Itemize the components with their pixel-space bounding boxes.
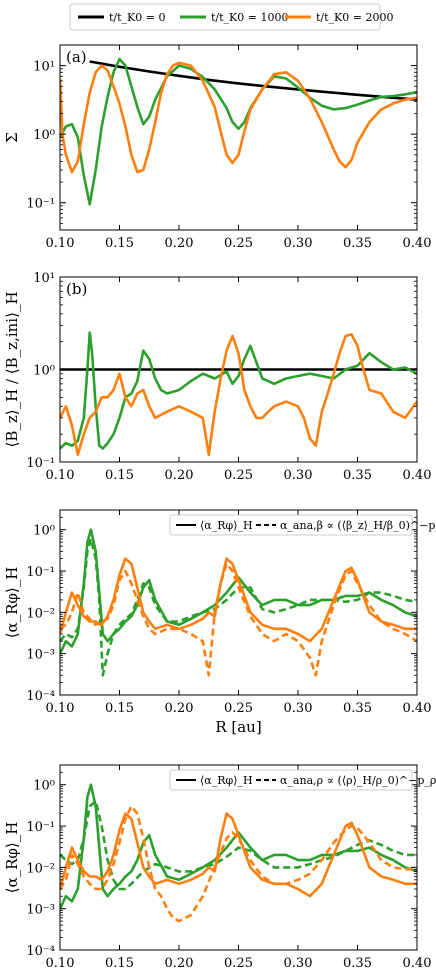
series-group <box>60 528 417 677</box>
x-tick-label: 0.30 <box>284 701 313 716</box>
x-tick-label: 0.20 <box>165 701 194 716</box>
figure-legend: t/t_K0 = 0 t/t_K0 = 1000 t/t_K0 = 2000 <box>69 3 393 31</box>
panel-2: 0.10 0.15 0.20 0.25 0.30 0.35 0.40 10⁻¹ 10⁰ 10¹ ⟨B… <box>3 271 431 483</box>
panel-label: (a) <box>66 48 87 66</box>
x-tick-label: 0.35 <box>343 956 372 971</box>
x-tick-label: 0.10 <box>46 701 75 716</box>
y-tick-label: 10⁻¹ <box>26 820 55 835</box>
x-tick-label: 0.25 <box>224 956 253 971</box>
x-tick-label: 0.30 <box>284 956 313 971</box>
panel-legend: ⟨α_Rφ⟩_H α_ana,β ∝ (⟨β_z⟩_H/β_0)^−p_β <box>169 514 436 536</box>
x-tick-label: 0.35 <box>343 236 372 251</box>
x-tick-label: 0.40 <box>403 236 432 251</box>
panel-1: 0.10 0.15 0.20 0.25 0.30 0.35 0.40 10⁻¹ 10⁰ 10¹ Σ (… <box>3 44 432 251</box>
x-tick-label: 0.15 <box>105 956 134 971</box>
y-tick-label: 10⁻³ <box>26 903 55 918</box>
x-tick-label: 0.35 <box>343 468 372 483</box>
y-tick-label: 10¹ <box>33 271 55 286</box>
y-tick-label: 10⁰ <box>33 364 55 379</box>
y-tick-label: 10¹ <box>33 60 55 75</box>
x-axis-label: R [au] <box>215 718 261 736</box>
x-tick-label: 0.20 <box>165 468 194 483</box>
legend-frame <box>69 3 381 31</box>
series-line-3 <box>60 557 417 643</box>
x-tick-label: 0.25 <box>224 468 253 483</box>
panel-legend: ⟨α_Rφ⟩_H α_ana,ρ ∝ (⟨ρ⟩_H/ρ_0)^−p_ρ <box>169 769 436 791</box>
series-group <box>60 331 417 457</box>
x-tick-label: 0.25 <box>224 236 253 251</box>
series-line-4 <box>60 562 417 677</box>
y-tick-label: 10⁻⁴ <box>26 944 55 959</box>
x-tick-label: 0.15 <box>105 701 134 716</box>
y-tick-label: 10⁻¹ <box>26 565 55 580</box>
y-tick-label: 10⁻³ <box>26 648 55 663</box>
y-axis-label: ⟨B_z⟩_H / ⟨B_z,ini⟩_H <box>3 291 21 447</box>
y-tick-label: 10⁻² <box>26 606 55 621</box>
panel-legend-label-solid: ⟨α_Rφ⟩_H <box>200 774 253 787</box>
panels: 0.10 0.15 0.20 0.25 0.30 0.35 0.40 10⁻¹ 10⁰ 10¹ Σ (… <box>3 44 436 974</box>
series-line-2 <box>60 537 417 677</box>
y-tick-label: 10⁻¹ <box>26 456 55 471</box>
panel-4: 0.10 0.15 0.20 0.25 0.30 0.35 0.40 10⁻⁴ 10⁻³ 10⁻²… <box>3 764 436 974</box>
panel-legend-label-dashed: α_ana,ρ ∝ (⟨ρ⟩_H/ρ_0)^−p_ρ <box>280 774 436 787</box>
series-line-1 <box>89 60 417 101</box>
x-tick-label: 0.10 <box>46 236 75 251</box>
series-group <box>60 783 417 923</box>
series-line-2 <box>60 331 417 450</box>
legend-label-t0: t/t_K0 = 0 <box>109 11 165 24</box>
x-tick-label: 0.30 <box>284 468 313 483</box>
series-line-2 <box>60 799 417 891</box>
legend-label-t2000: t/t_K0 = 2000 <box>316 11 393 24</box>
legend-label-t1000: t/t_K0 = 1000 <box>211 11 288 24</box>
x-tick-label: 0.25 <box>224 701 253 716</box>
y-axis-label: Σ <box>3 132 21 143</box>
y-tick-label: 10⁻² <box>26 861 55 876</box>
x-tick-label: 0.40 <box>403 701 432 716</box>
series-line-2 <box>60 57 417 206</box>
panel-3: 0.10 0.15 0.20 0.25 0.30 0.35 0.40 10⁻⁴ 10⁻³ 10⁻²… <box>3 509 436 736</box>
x-tick-label: 0.10 <box>46 956 75 971</box>
y-tick-label: 10⁰ <box>33 779 55 794</box>
y-tick-label: 10⁻⁴ <box>26 689 55 704</box>
panel-label: (b) <box>66 280 87 298</box>
panel-legend-label-dashed: α_ana,β ∝ (⟨β_z⟩_H/β_0)^−p_β <box>280 519 436 532</box>
x-tick-label: 0.40 <box>403 468 432 483</box>
x-tick-label: 0.15 <box>105 236 134 251</box>
y-axis-label: ⟨α_Rφ⟩_H <box>3 822 21 894</box>
panel-legend-frame <box>169 514 413 536</box>
x-tick-label: 0.40 <box>403 956 432 971</box>
panel-legend-frame <box>169 769 413 791</box>
series-line-3 <box>60 61 417 174</box>
y-tick-label: 10⁰ <box>33 524 55 539</box>
y-axis-label: ⟨α_Rφ⟩_H <box>3 567 21 639</box>
y-tick-label: 10⁻¹ <box>26 197 55 212</box>
x-tick-label: 0.20 <box>165 236 194 251</box>
x-tick-label: 0.10 <box>46 468 75 483</box>
series-line-3 <box>60 332 417 457</box>
x-tick-label: 0.20 <box>165 956 194 971</box>
series-line-4 <box>60 804 417 923</box>
series-line-3 <box>60 812 417 898</box>
x-tick-label: 0.30 <box>284 236 313 251</box>
x-tick-label: 0.35 <box>343 701 372 716</box>
panel-legend-label-solid: ⟨α_Rφ⟩_H <box>200 519 253 532</box>
series-group <box>60 57 417 206</box>
y-tick-label: 10⁰ <box>33 128 55 143</box>
x-tick-label: 0.15 <box>105 468 134 483</box>
